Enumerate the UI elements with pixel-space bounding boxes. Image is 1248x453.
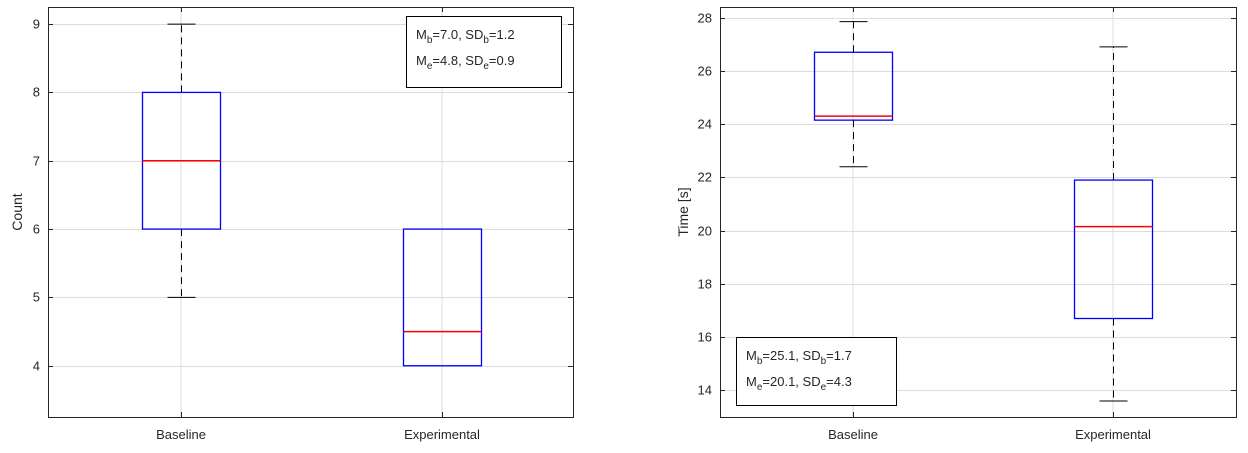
box-experimental [1073,46,1154,402]
panel-1: 4 5 6 7 8 9 Baseline Experimental Count Mb=7.0, S… [9,7,574,442]
y-tick-label: 6 [33,222,40,237]
annotation-line: Mb=7.0, SDb=1.2 [416,27,515,46]
axes-frame [48,7,574,418]
y-axis-label: Time [s] [675,187,691,236]
annotation-box [406,16,562,88]
iqr-box [813,51,894,121]
y-tick-label: 22 [698,170,712,185]
x-tick-label-baseline: Baseline [156,427,206,442]
subscript: e [821,382,827,393]
y-tick-label: 28 [698,11,712,26]
subscript: b [427,35,433,46]
y-tick-label: 4 [33,359,40,374]
y-tick-label: 9 [33,17,40,32]
subscript: b [483,35,489,46]
y-tick-label: 8 [33,85,40,100]
annotation-box [736,337,897,406]
annotation-text: =1.7 [826,348,852,363]
x-tick-label-experimental: Experimental [404,427,480,442]
iqr-box [1073,179,1154,320]
annotation-text: =25.1, SD [762,348,820,363]
y-tick-label: 26 [698,64,712,79]
iqr-box [402,228,483,367]
subscript: e [483,61,489,72]
axes-frame [720,7,1237,418]
y-tick-label: 18 [698,277,712,292]
annotation-line: Me=20.1, SDe=4.3 [746,374,852,393]
subscript: b [821,356,827,367]
annotation-text: =7.0, SD [432,27,483,42]
y-tick-label: 5 [33,290,40,305]
subscript: e [427,61,433,72]
annotation-text: =20.1, SD [762,374,820,389]
annotation-text: M [746,348,757,363]
y-axis-label: Count [9,193,25,230]
y-tick-label: 24 [698,117,712,132]
annotation-text: =4.8, SD [432,53,483,68]
x-tick-label-baseline: Baseline [828,427,878,442]
subscript: e [757,382,763,393]
annotation-text: =0.9 [489,53,515,68]
x-tick-label-experimental: Experimental [1075,427,1151,442]
annotation-text: M [746,374,757,389]
y-tick-label: 14 [698,383,712,398]
annotation-text: =4.3 [826,374,852,389]
panel-2: 14 16 18 20 22 24 26 28 Baseline Experimental Time… [675,7,1237,442]
annotation-text: M [416,53,427,68]
annotation-text: M [416,27,427,42]
stats-annotation: Mb=25.1, SDb=1.7Me=20.1, SDe=4.3 [736,337,897,406]
box-baseline [813,21,894,168]
y-tick-label: 7 [33,154,40,169]
stats-annotation: Mb=7.0, SDb=1.2Me=4.8, SDe=0.9 [406,16,562,88]
annotation-line: Me=4.8, SDe=0.9 [416,53,515,72]
subscript: b [757,356,763,367]
annotation-text: =1.2 [489,27,515,42]
y-tick-label: 16 [698,330,712,345]
box-experimental [402,228,483,367]
annotation-line: Mb=25.1, SDb=1.7 [746,348,852,367]
y-tick-label: 20 [698,224,712,239]
box-baseline [141,23,222,298]
